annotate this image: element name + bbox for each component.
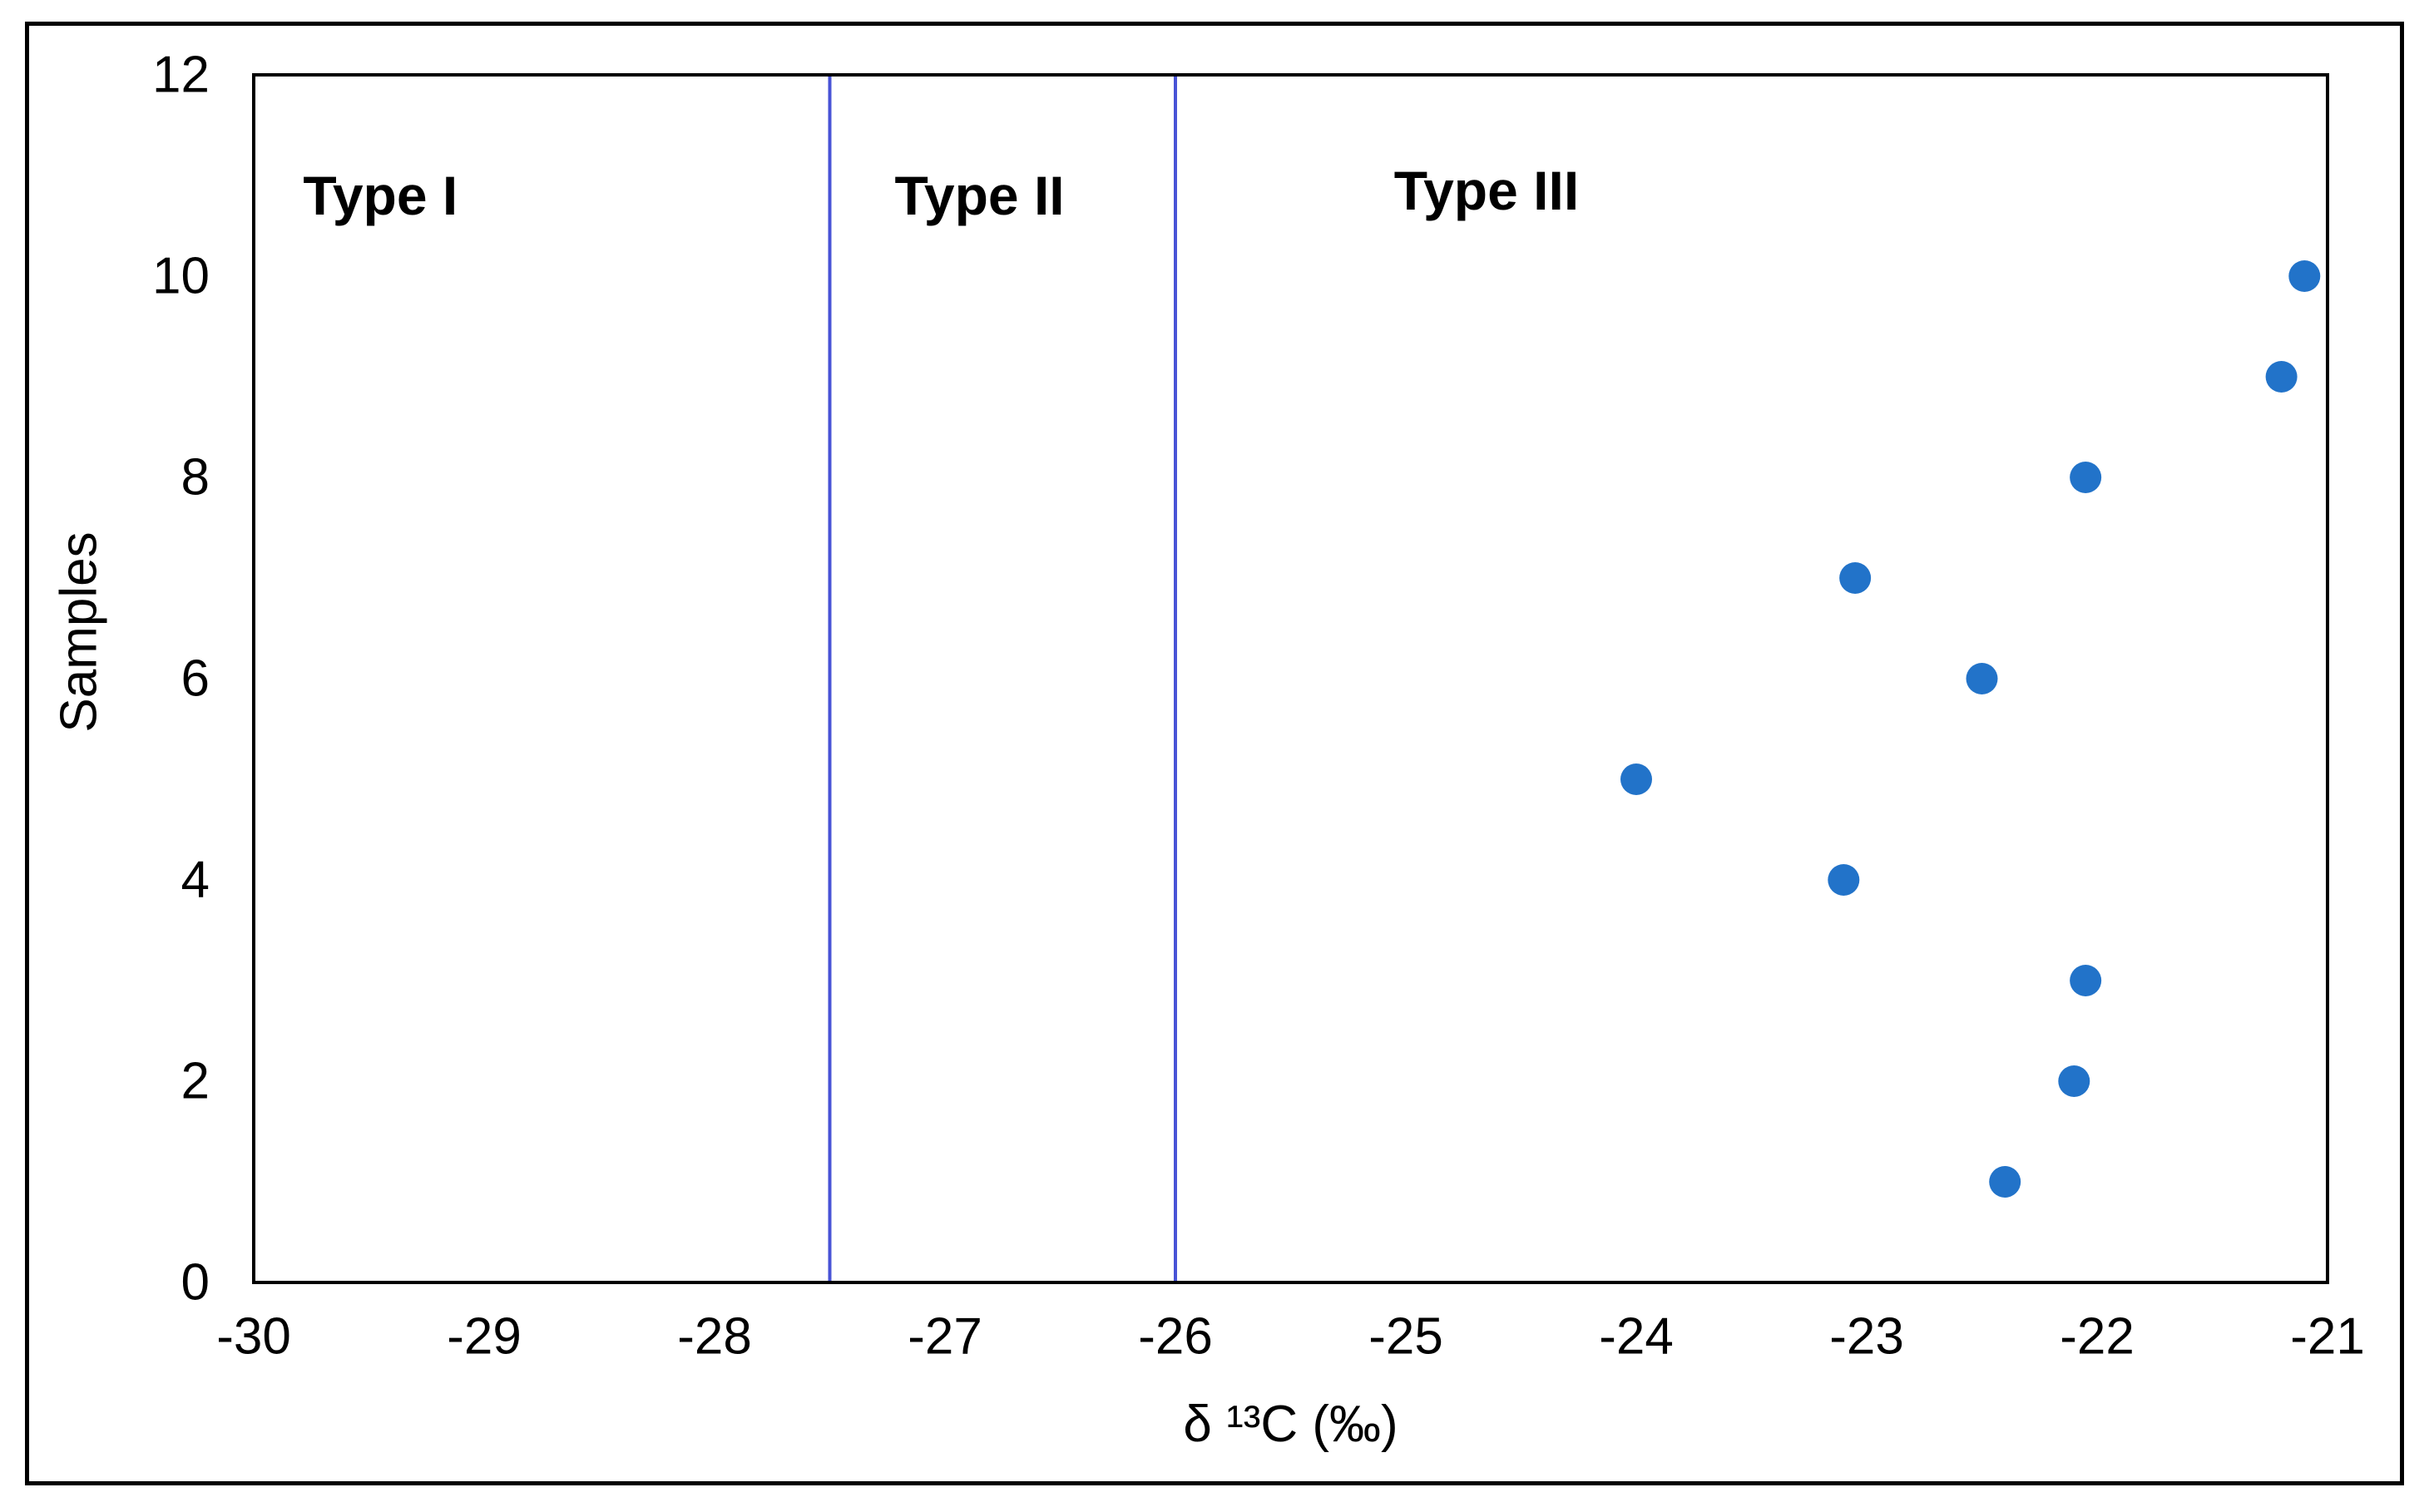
x-tick-label: -23 <box>1829 1308 1904 1366</box>
data-point <box>1989 1166 2021 1198</box>
y-tick-label: 6 <box>181 650 210 708</box>
x-tick-label: -27 <box>908 1308 982 1366</box>
data-point <box>2070 462 2102 493</box>
y-tick-label: 12 <box>152 47 210 104</box>
y-tick-label: 8 <box>181 449 210 506</box>
figure-border <box>25 22 2404 1485</box>
region-label: Type II <box>894 165 1064 226</box>
data-point <box>2070 965 2102 996</box>
x-tick-label: -26 <box>1138 1308 1213 1366</box>
x-tick-label: -24 <box>1599 1308 1674 1366</box>
x-axis-title: δ ¹³C (‰) <box>1183 1396 1398 1453</box>
x-tick-label: -30 <box>216 1308 291 1366</box>
y-axis-title: Samples <box>50 531 108 733</box>
data-point <box>1620 763 1652 795</box>
region-label: Type III <box>1394 160 1580 221</box>
data-point <box>1839 562 1872 594</box>
y-tick-label: 4 <box>181 852 210 909</box>
x-tick-label: -25 <box>1368 1308 1443 1366</box>
y-tick-label: 10 <box>152 248 210 305</box>
plot-area-border <box>252 73 2329 1284</box>
region-label: Type I <box>303 165 458 226</box>
data-point <box>1828 864 1860 896</box>
data-point <box>2265 361 2298 393</box>
y-tick-label: 2 <box>181 1053 210 1110</box>
data-point <box>2058 1065 2090 1097</box>
x-tick-label: -21 <box>2290 1308 2365 1366</box>
data-point <box>1966 663 1998 694</box>
data-point <box>2288 260 2321 292</box>
x-tick-label: -28 <box>677 1308 752 1366</box>
y-tick-label: 0 <box>181 1254 210 1312</box>
x-tick-label: -22 <box>2060 1308 2135 1366</box>
x-tick-label: -29 <box>447 1308 522 1366</box>
